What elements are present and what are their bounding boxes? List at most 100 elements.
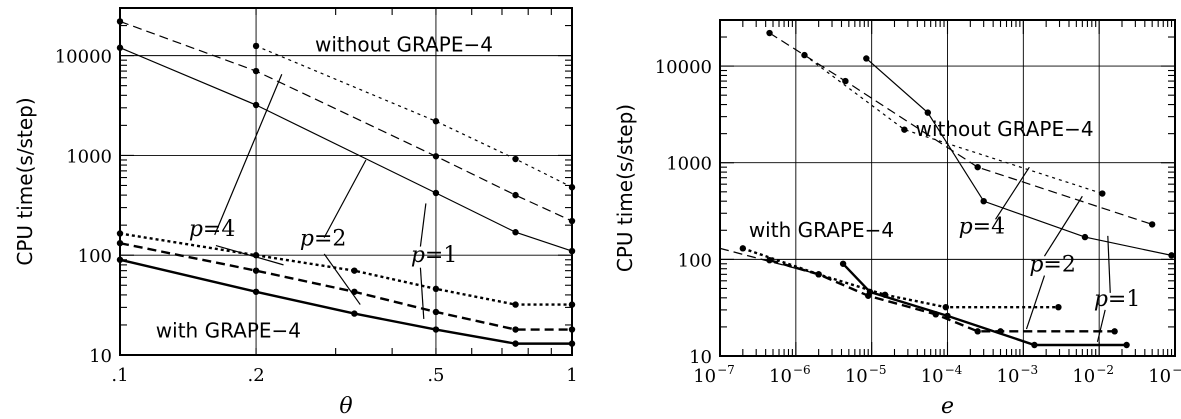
- data-point: [116, 230, 124, 237]
- leader-line: [214, 74, 283, 236]
- x-tick-label: .2: [247, 365, 264, 386]
- data-point: [568, 184, 576, 191]
- y-axis-label: CPU time(s/step): [13, 97, 37, 265]
- data-point: [1099, 190, 1106, 197]
- leader-line: [1107, 235, 1111, 293]
- y-tick-label: 100: [78, 246, 112, 267]
- series-line: [842, 262, 1127, 347]
- p-label: p=1: [1094, 287, 1141, 312]
- leader-line: [215, 244, 284, 266]
- data-point: [1148, 221, 1156, 228]
- x-tick-exponent: −4: [945, 363, 963, 377]
- series-line: [119, 258, 572, 345]
- data-point: [512, 326, 519, 333]
- data-point: [512, 340, 519, 347]
- data-point: [351, 310, 358, 317]
- p-label: p=4: [189, 217, 236, 242]
- x-tick-label: 10−5: [845, 363, 887, 387]
- leader-line: [323, 159, 367, 238]
- data-point: [252, 267, 260, 274]
- data-point: [116, 239, 124, 247]
- data-point: [252, 288, 260, 295]
- data-point: [1081, 233, 1089, 241]
- x-tick-label: 10−4: [921, 363, 963, 387]
- data-point: [766, 29, 773, 37]
- x-tick-base: 10: [997, 366, 1020, 387]
- x-tick-base: 10: [845, 366, 868, 387]
- data-point: [568, 340, 576, 347]
- data-point: [568, 247, 576, 255]
- data-point: [864, 292, 872, 299]
- data-point: [568, 326, 576, 333]
- annotation-label: without GRAPE−4: [315, 32, 493, 56]
- y-tick-label: 100: [678, 250, 712, 271]
- x-axis-label: θ: [339, 394, 352, 419]
- y-axis-label: CPU time(s/step): [613, 104, 637, 272]
- x-axis-label: e: [941, 394, 954, 419]
- data-point: [351, 267, 358, 274]
- data-point: [568, 217, 576, 225]
- leader-line: [323, 253, 361, 305]
- x-tick-label: 10−7: [693, 363, 735, 387]
- series-line: [742, 247, 1059, 309]
- data-point: [801, 51, 808, 59]
- data-point: [842, 77, 849, 85]
- data-point: [1055, 303, 1062, 311]
- x-tick-exponent: −2: [1096, 363, 1114, 377]
- x-tick-label: 10−2: [1072, 363, 1114, 387]
- data-point: [432, 326, 440, 333]
- x-tick-base: 10: [1148, 366, 1171, 387]
- data-point: [432, 189, 440, 197]
- data-point: [432, 118, 440, 125]
- leader-line: [1043, 195, 1083, 257]
- data-point: [512, 301, 519, 308]
- y-tick-label: 10000: [655, 57, 712, 78]
- x-tick-label: 1: [566, 365, 577, 386]
- y-tick-label: 1000: [666, 154, 712, 175]
- data-point: [739, 245, 747, 252]
- x-tick-exponent: −7: [717, 363, 735, 377]
- p-label-var: p: [300, 227, 314, 252]
- leader-line: [1096, 309, 1106, 343]
- annotation-label: without GRAPE−4: [916, 117, 1094, 141]
- data-point: [839, 260, 847, 267]
- p-label-var: p: [1094, 287, 1108, 312]
- data-point: [512, 155, 519, 163]
- x-tick-exponent: −1: [1172, 363, 1181, 377]
- x-tick-label: .5: [427, 365, 444, 386]
- data-point: [116, 44, 124, 51]
- x-tick-base: 10: [693, 366, 716, 387]
- x-tick-base: 10: [769, 366, 792, 387]
- p-label-value: =1: [425, 243, 457, 268]
- data-point: [432, 308, 440, 316]
- data-point: [1031, 341, 1038, 349]
- data-point: [432, 285, 440, 293]
- data-point: [980, 197, 987, 205]
- p-label-var: p: [1029, 252, 1043, 277]
- x-tick-exponent: −5: [869, 363, 887, 377]
- data-point: [116, 18, 124, 25]
- x-tick-label: 10−6: [769, 363, 811, 387]
- series-line: [119, 241, 572, 331]
- data-point: [974, 163, 981, 171]
- leader-line: [419, 267, 425, 319]
- x-tick-exponent: −6: [793, 363, 811, 377]
- data-point: [997, 328, 1004, 335]
- annotation-label: with GRAPE−4: [749, 218, 894, 242]
- y-tick-label: 10: [689, 347, 712, 368]
- data-point: [1111, 328, 1118, 335]
- p-label-value: =2: [314, 227, 346, 252]
- data-point: [252, 42, 260, 50]
- data-point: [1168, 252, 1175, 259]
- plot-frame: [119, 7, 573, 356]
- data-point: [568, 301, 576, 308]
- p-label-var: p: [959, 215, 973, 240]
- leader-line: [419, 203, 427, 247]
- p-label-value: =2: [1043, 252, 1075, 277]
- x-tick-exponent: −3: [1020, 363, 1038, 377]
- data-point: [924, 109, 932, 116]
- p-label: p=1: [411, 243, 458, 268]
- p-label: p=4: [959, 215, 1006, 240]
